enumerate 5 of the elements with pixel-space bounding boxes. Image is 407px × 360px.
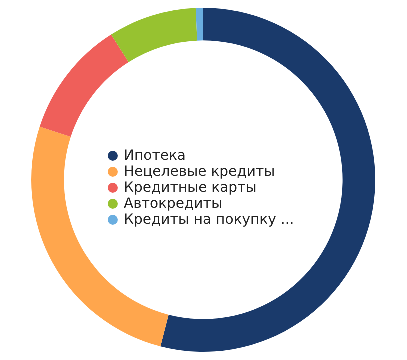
legend-label: Нецелевые кредиты bbox=[124, 164, 276, 180]
legend-label: Кредитные карты bbox=[124, 180, 257, 196]
legend-label: Ипотека bbox=[124, 148, 186, 164]
legend-label: Автокредиты bbox=[124, 196, 222, 212]
legend-label: Кредиты на покупку ... bbox=[124, 212, 294, 228]
